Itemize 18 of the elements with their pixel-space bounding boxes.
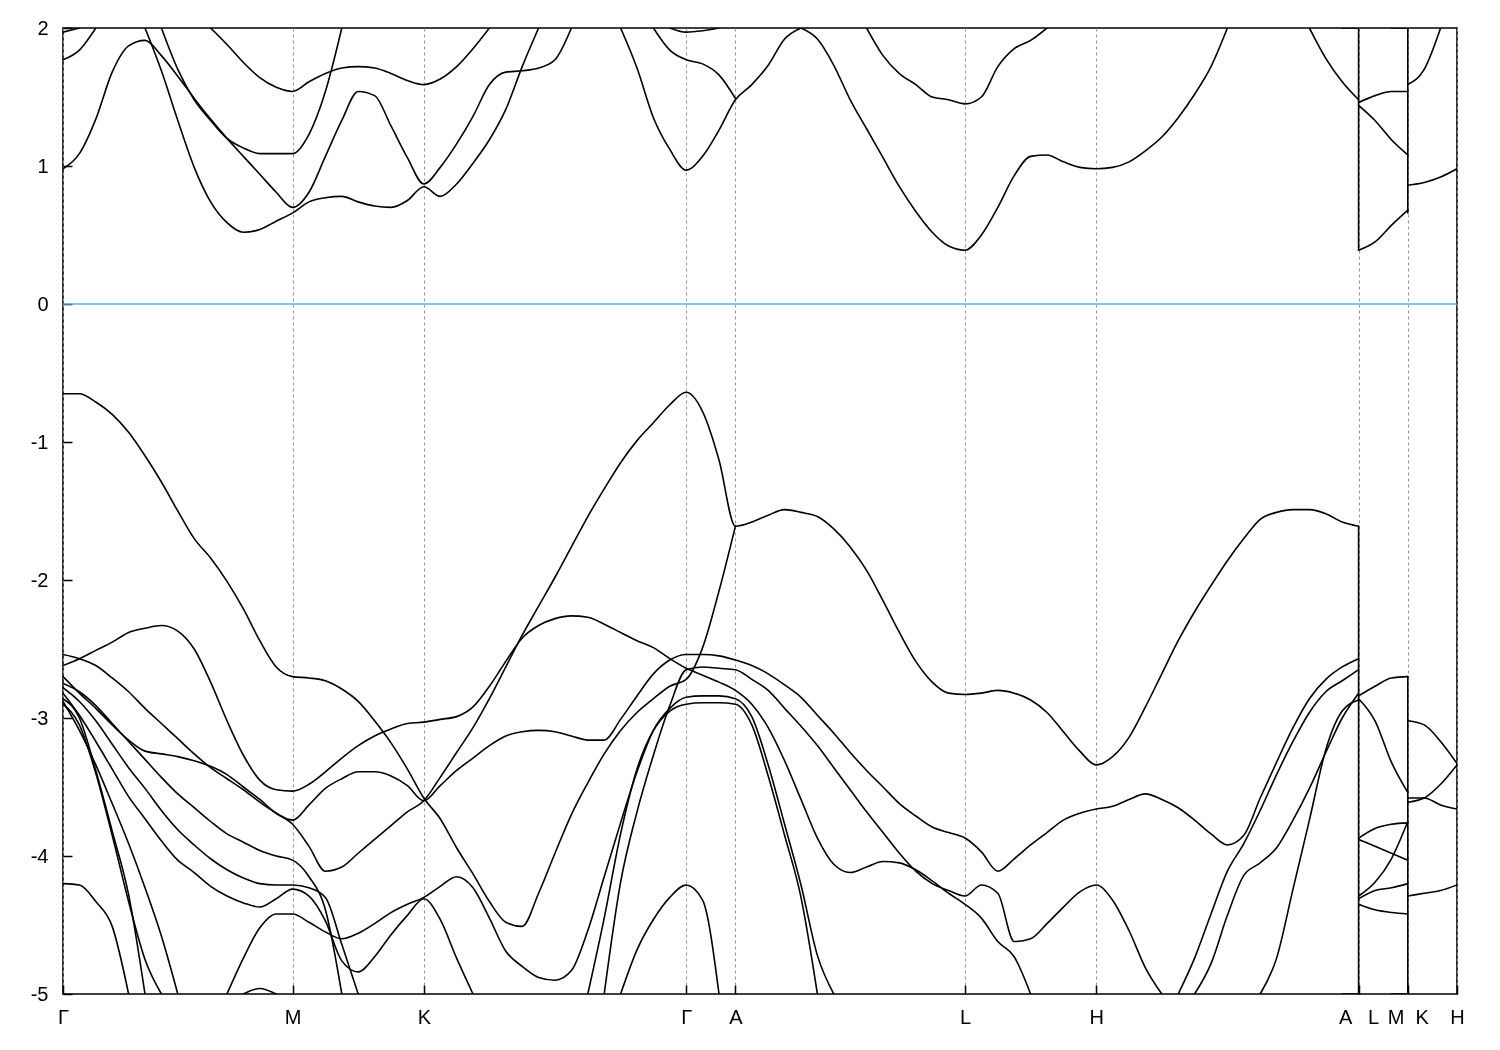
x-tick-label: L xyxy=(959,1005,972,1028)
y-tick-label: -1 xyxy=(30,430,49,453)
x-tick-label: H xyxy=(1450,1005,1465,1028)
x-tick-label: K xyxy=(417,1005,432,1028)
y-tick-label: 1 xyxy=(37,154,49,177)
y-tick-label: -5 xyxy=(30,982,49,1005)
x-tick-label: M K xyxy=(1387,1005,1430,1028)
x-tick-label: H xyxy=(1089,1005,1104,1028)
x-tick-label: Γ xyxy=(681,1005,693,1028)
x-tick-label: A L xyxy=(1339,1005,1380,1028)
y-tick-label: 0 xyxy=(37,292,49,315)
x-tick-label: M xyxy=(284,1005,302,1028)
y-tick-label: -2 xyxy=(30,568,49,591)
x-tick-label: A xyxy=(729,1005,744,1028)
y-tick-label: -3 xyxy=(30,706,49,729)
y-tick-label: 2 xyxy=(37,16,49,39)
x-tick-label: Γ xyxy=(57,1005,70,1028)
y-tick-label: -4 xyxy=(30,844,49,867)
